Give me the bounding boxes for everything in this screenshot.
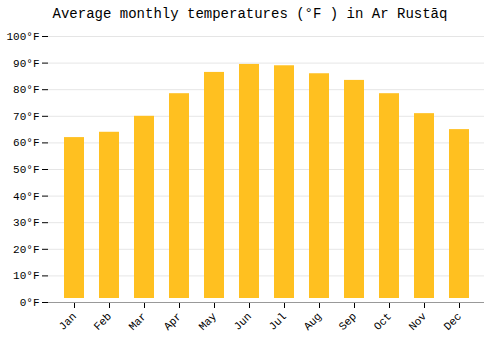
svg-text:Jun: Jun — [232, 310, 254, 332]
svg-text:Nov: Nov — [407, 310, 430, 333]
svg-text:10°F: 10°F — [13, 270, 39, 282]
svg-text:30°F: 30°F — [13, 217, 39, 229]
svg-text:0°F: 0°F — [20, 297, 40, 309]
svg-text:50°F: 50°F — [13, 164, 39, 176]
svg-text:90°F: 90°F — [13, 58, 39, 70]
svg-text:Jan: Jan — [57, 310, 79, 332]
svg-text:Jul: Jul — [267, 310, 289, 332]
svg-text:Dec: Dec — [442, 310, 464, 332]
svg-text:May: May — [197, 310, 220, 333]
svg-text:80°F: 80°F — [13, 84, 39, 96]
svg-text:Feb: Feb — [92, 310, 114, 332]
svg-text:Aug: Aug — [302, 310, 324, 332]
svg-text:Apr: Apr — [162, 310, 184, 332]
svg-text:Mar: Mar — [127, 310, 149, 332]
svg-text:60°F: 60°F — [13, 137, 39, 149]
svg-text:Sep: Sep — [337, 310, 359, 332]
svg-text:100°F: 100°F — [6, 31, 39, 43]
svg-text:Oct: Oct — [372, 310, 394, 332]
html-text:Average monthly temperatures (: Average monthly temperatures (°F ) in Ar… — [52, 6, 448, 22]
svg-text:20°F: 20°F — [13, 244, 39, 256]
svg-text:70°F: 70°F — [13, 111, 39, 123]
svg-text:40°F: 40°F — [13, 191, 39, 203]
